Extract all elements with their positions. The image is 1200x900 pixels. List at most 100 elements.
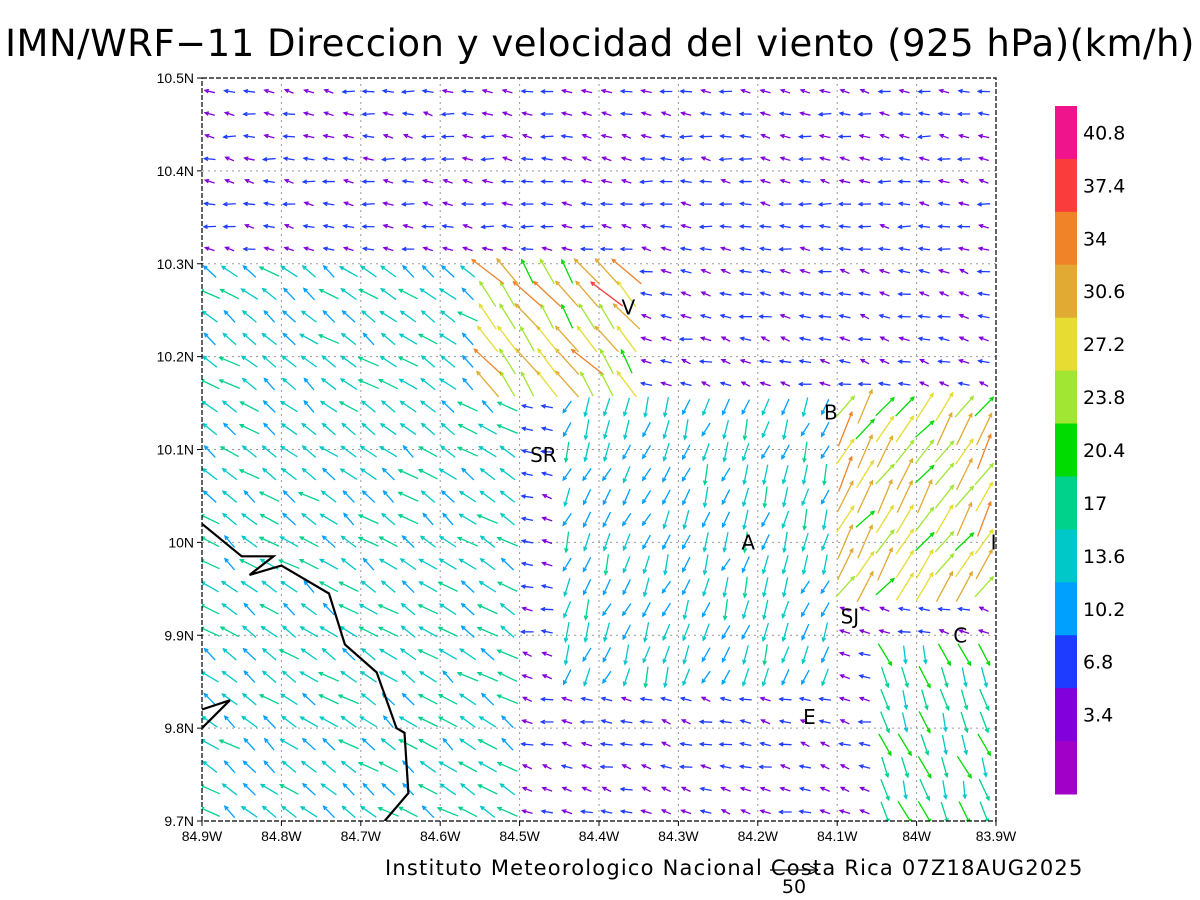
wind-vector	[762, 577, 769, 598]
wind-vector	[878, 629, 891, 634]
wind-vector	[280, 580, 298, 593]
wind-vector	[878, 291, 890, 297]
wind-vector	[520, 516, 534, 522]
wind-vector	[740, 381, 751, 387]
wind-vector	[536, 370, 558, 398]
wind-vector	[897, 629, 911, 635]
wind-vector	[643, 396, 649, 419]
wind-vector	[837, 410, 853, 447]
x-tick-label: 84.5W	[499, 828, 540, 844]
wind-vector	[622, 397, 631, 417]
wind-vector	[781, 465, 789, 485]
wind-vector	[957, 629, 970, 635]
wind-vector	[520, 89, 534, 94]
wind-vector	[261, 445, 277, 458]
wind-vector	[935, 391, 954, 421]
wind-vector	[699, 111, 712, 116]
colorbar-swatch	[1055, 106, 1077, 160]
x-tick-label: 84.4W	[579, 828, 620, 844]
wind-vector	[581, 156, 592, 162]
wind-vector	[301, 179, 316, 185]
wind-vector	[643, 666, 649, 689]
wind-vector	[718, 719, 732, 724]
wind-vector	[937, 224, 951, 229]
wind-vector	[939, 688, 950, 712]
wind-vector	[821, 399, 830, 416]
wind-vector	[856, 459, 875, 489]
wind-vector	[418, 446, 438, 458]
wind-vector	[442, 178, 453, 184]
wind-vector	[798, 786, 811, 792]
wind-vector	[722, 577, 729, 598]
wind-vector	[343, 201, 354, 207]
wind-vector	[480, 224, 494, 230]
wind-vector	[279, 400, 298, 413]
wind-vector	[781, 487, 789, 508]
wind-vector	[779, 313, 791, 319]
wind-vector	[601, 156, 612, 162]
wind-vector	[496, 581, 518, 592]
wind-vector	[859, 809, 870, 815]
wind-vector	[340, 287, 357, 301]
wind-vector	[576, 325, 598, 353]
wind-vector	[742, 487, 750, 508]
wind-vector	[397, 806, 418, 818]
wind-vector	[778, 223, 791, 229]
wind-vector	[562, 422, 572, 438]
wind-vector	[480, 134, 494, 140]
x-tick-label: 84.1W	[817, 828, 858, 844]
wind-vector	[781, 555, 789, 575]
wind-vector	[342, 490, 355, 503]
wind-vector	[501, 111, 513, 117]
wind-vector	[243, 489, 256, 503]
wind-vector	[359, 805, 377, 818]
wind-vector	[698, 719, 713, 725]
place-label: C	[953, 623, 967, 647]
wind-vector	[781, 444, 790, 460]
wind-vector	[496, 671, 518, 683]
x-tick-label: 84.3W	[658, 828, 699, 844]
wind-vector	[299, 716, 319, 728]
wind-vector	[378, 671, 398, 683]
wind-vector	[380, 157, 395, 162]
wind-vector	[440, 111, 455, 117]
wind-vector	[242, 264, 257, 278]
wind-vector	[611, 258, 642, 285]
wind-vector	[263, 88, 275, 94]
wind-vector	[858, 696, 870, 702]
wind-vector	[858, 156, 870, 161]
wind-vector	[622, 624, 631, 641]
wind-vector	[222, 201, 236, 207]
wind-vector	[837, 523, 853, 559]
wind-vector	[461, 287, 475, 301]
wind-vector	[281, 760, 297, 774]
wind-vector	[397, 356, 419, 367]
wind-vector	[979, 688, 990, 712]
wind-vector	[202, 468, 218, 481]
wind-vector	[699, 179, 712, 184]
wind-vector	[378, 536, 398, 548]
wind-vector	[459, 715, 476, 728]
wind-vector	[857, 719, 872, 725]
wind-vector	[481, 111, 494, 116]
wind-vector	[441, 246, 454, 252]
wind-vector	[902, 690, 909, 711]
wind-vector	[623, 419, 630, 441]
wind-vector	[702, 443, 710, 462]
wind-vector	[357, 761, 379, 772]
wind-vector	[380, 738, 396, 751]
wind-vector	[243, 156, 255, 161]
wind-vector	[622, 488, 631, 506]
wind-vector	[462, 223, 473, 229]
wind-vector	[622, 579, 631, 596]
wind-vector	[779, 268, 791, 274]
wind-vector	[382, 246, 394, 252]
wind-vector	[956, 156, 971, 162]
wind-vector	[261, 467, 277, 481]
wind-vector	[600, 719, 613, 724]
wind-vector	[962, 780, 968, 800]
wind-vector	[880, 779, 890, 802]
wind-vector	[622, 668, 631, 687]
wind-vector	[338, 401, 359, 413]
wind-vector	[599, 764, 614, 770]
